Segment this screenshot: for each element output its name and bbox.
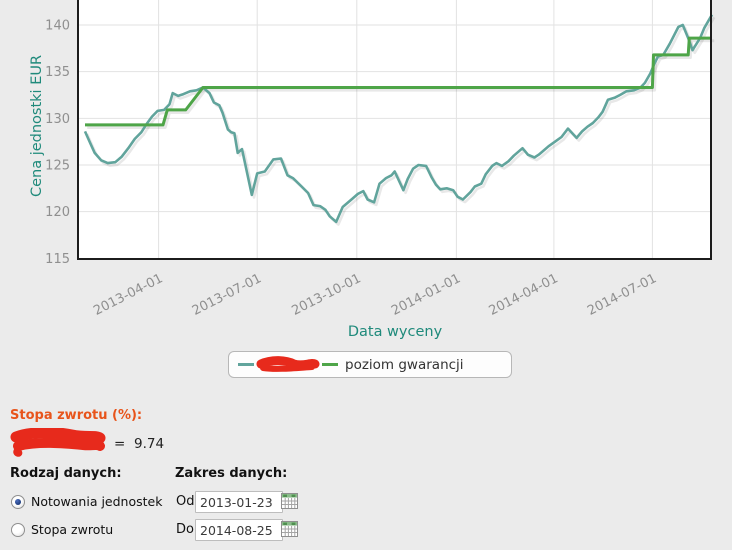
date-to-input[interactable] [195,519,283,541]
date-from-label: Od [176,494,195,509]
y-tick-label: 130 [45,112,70,127]
x-tick-label: 2013-07-01 [190,271,264,319]
guarantee-series-line [85,36,712,127]
y-tick-label: 125 [45,159,70,174]
rate-of-return-heading: Stopa zwrotu (%): [10,408,143,423]
x-axis-title: Data wyceny [348,324,443,340]
y-axis-title: Cena jednostki EUR [29,55,45,197]
y-tick-label: 140 [45,19,70,34]
redaction-scribble-legend [256,356,320,372]
rate-of-return-value: 9.74 [134,436,165,452]
price-series-swatch [238,363,254,366]
plot-area [78,0,712,260]
calendar-icon-to[interactable] [281,521,298,537]
axis-border [77,0,712,260]
x-tick-label: 2014-01-01 [389,271,463,319]
y-tick-label: 135 [45,65,70,80]
date-to-label: Do [176,522,194,537]
equals-sign: = [114,436,126,452]
price-series-line [83,14,714,224]
data-range-header: Zakres danych: [175,466,288,481]
guarantee-series-label: poziom gwarancji [345,356,464,373]
x-tick-label: 2013-10-01 [289,271,363,319]
date-from-input[interactable] [195,491,283,513]
chart-legend: poziom gwarancji [228,351,512,378]
redaction-scribble-name [10,428,106,457]
radio-notowania-jednostek[interactable] [11,495,25,509]
guarantee-series-swatch [322,363,338,366]
radio-stopa-zwrotu[interactable] [11,523,25,537]
radio-notowania-jednostek-label[interactable]: Notowania jednostek [31,494,163,509]
calendar-icon-from[interactable] [281,493,298,509]
price-chart: 140 135 130 125 120 115 2013-04-01 2013-07-01 20… [29,0,716,340]
radio-stopa-zwrotu-label[interactable]: Stopa zwrotu [31,522,114,537]
x-tick-label: 2013-04-01 [91,271,165,319]
y-tick-label: 120 [45,205,70,220]
data-type-header: Rodzaj danych: [10,466,122,481]
x-tick-label: 2014-07-01 [585,271,659,319]
y-tick-label: 115 [45,252,70,267]
x-tick-label: 2014-04-01 [487,271,561,319]
